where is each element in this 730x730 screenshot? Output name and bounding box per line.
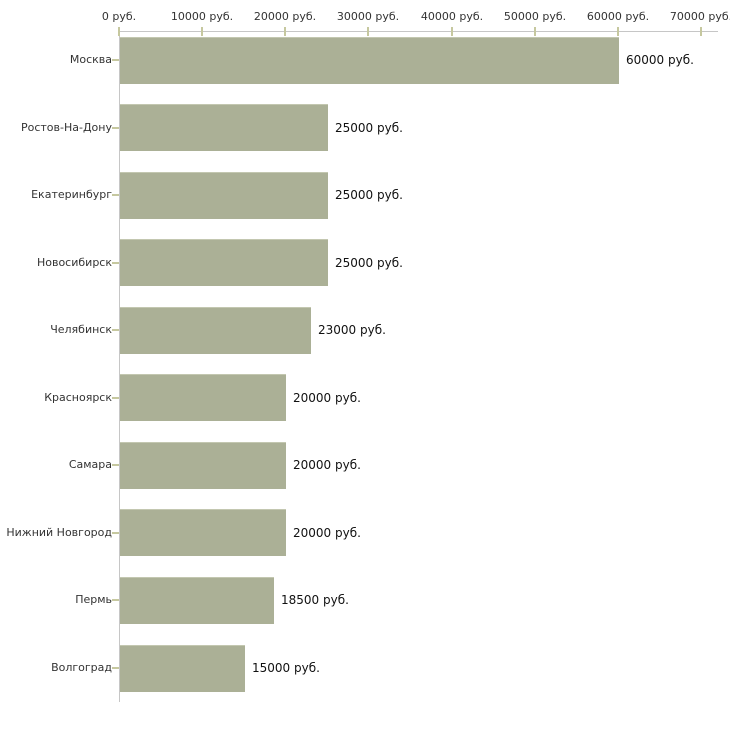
x-axis-tick-label: 30000 руб.: [336, 10, 400, 23]
y-axis-tick-mark: [112, 59, 119, 61]
bar-value-label: 20000 руб.: [293, 526, 361, 540]
category-label: Нижний Новгород: [6, 526, 112, 539]
bar: [120, 577, 274, 624]
bar-value-label: 25000 руб.: [335, 121, 403, 135]
bar-value-label: 23000 руб.: [318, 323, 386, 337]
bar: [120, 374, 286, 421]
bar: [120, 172, 328, 219]
bar-value-label: 18500 руб.: [281, 593, 349, 607]
bar: [120, 442, 286, 489]
category-label: Новосибирск: [36, 256, 112, 269]
y-axis-tick-mark: [112, 194, 119, 196]
category-label: Екатеринбург: [31, 188, 112, 201]
y-axis-tick-mark: [112, 464, 119, 466]
x-axis-tick-mark: [367, 27, 369, 36]
bar: [120, 239, 328, 286]
y-axis-line: [119, 31, 120, 702]
x-axis-tick-label: 0 руб.: [101, 10, 137, 23]
x-axis-tick-mark: [451, 27, 453, 36]
bar: [120, 37, 619, 84]
x-axis-tick-label: 10000 руб.: [170, 10, 234, 23]
bar: [120, 307, 311, 354]
x-axis-tick-mark: [118, 27, 120, 36]
x-axis-tick-label: 70000 руб.: [669, 10, 730, 23]
x-axis-tick-mark: [617, 27, 619, 36]
y-axis-tick-mark: [112, 397, 119, 399]
category-label: Пермь: [75, 593, 112, 606]
category-label: Волгоград: [51, 661, 112, 674]
y-axis-tick-mark: [112, 532, 119, 534]
bar-value-label: 15000 руб.: [252, 661, 320, 675]
y-axis-tick-mark: [112, 329, 119, 331]
x-axis-tick-label: 20000 руб.: [253, 10, 317, 23]
x-axis-tick-mark: [534, 27, 536, 36]
bar-value-label: 25000 руб.: [335, 188, 403, 202]
x-axis-tick-mark: [201, 27, 203, 36]
y-axis-tick-mark: [112, 599, 119, 601]
x-axis-tick-label: 50000 руб.: [503, 10, 567, 23]
x-axis-tick-label: 60000 руб.: [586, 10, 650, 23]
category-label: Москва: [69, 53, 112, 66]
y-axis-tick-mark: [112, 127, 119, 129]
category-label: Челябинск: [50, 323, 112, 336]
x-axis-tick-mark: [284, 27, 286, 36]
y-axis-tick-mark: [112, 262, 119, 264]
bar-value-label: 20000 руб.: [293, 391, 361, 405]
bar-value-label: 60000 руб.: [626, 53, 694, 67]
bar-value-label: 25000 руб.: [335, 256, 403, 270]
y-axis-tick-mark: [112, 667, 119, 669]
bar-value-label: 20000 руб.: [293, 458, 361, 472]
x-axis-tick-label: 40000 руб.: [420, 10, 484, 23]
x-axis-line: [119, 31, 718, 32]
category-label: Красноярск: [44, 391, 112, 404]
category-label: Ростов-На-Дону: [20, 121, 112, 134]
bar: [120, 645, 245, 692]
x-axis-tick-mark: [700, 27, 702, 36]
category-label: Самара: [68, 458, 112, 471]
bar: [120, 104, 328, 151]
bar: [120, 509, 286, 556]
